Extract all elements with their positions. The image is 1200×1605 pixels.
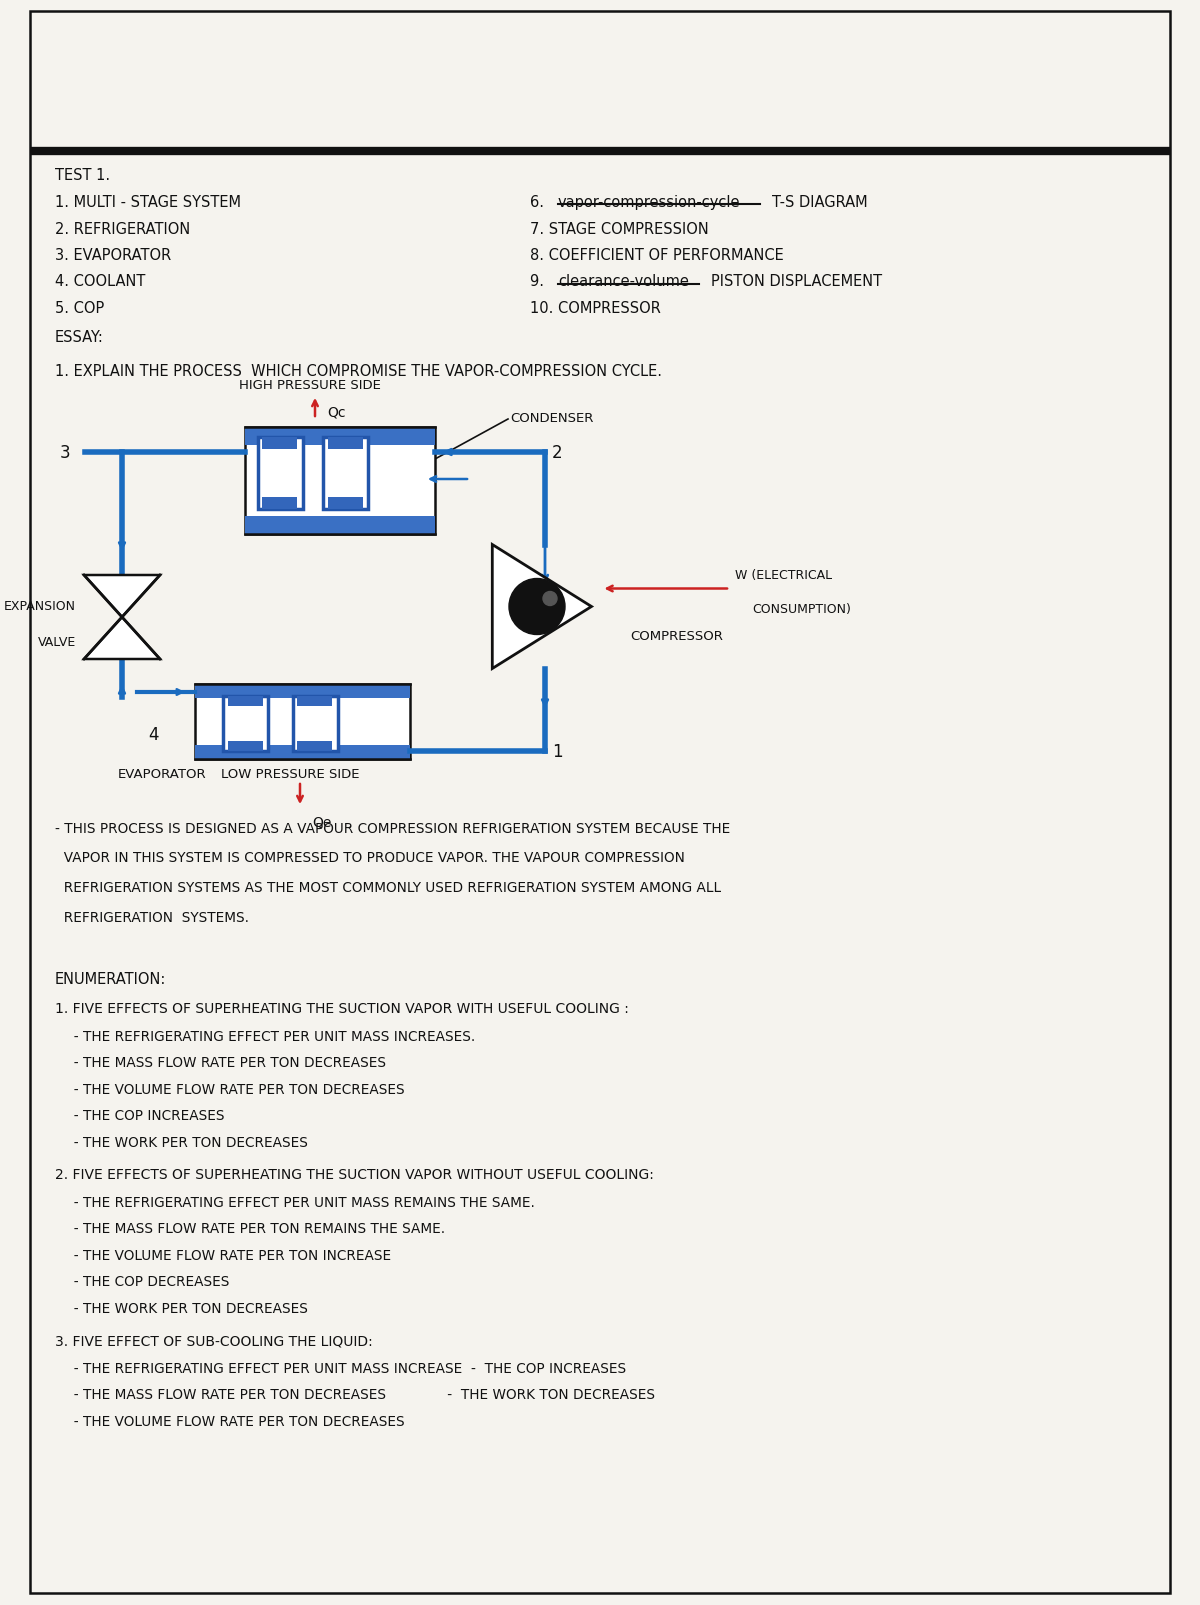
- Text: 6.: 6.: [530, 194, 548, 210]
- Bar: [323, 438, 367, 510]
- Text: - THE REFRIGERATING EFFECT PER UNIT MASS INCREASES.: - THE REFRIGERATING EFFECT PER UNIT MASS…: [65, 1029, 475, 1043]
- Text: vapor-compression-cycle: vapor-compression-cycle: [558, 194, 740, 210]
- Text: clearance-volume: clearance-volume: [558, 274, 689, 289]
- Text: 2. FIVE EFFECTS OF SUPERHEATING THE SUCTION VAPOR WITHOUT USEFUL COOLING:: 2. FIVE EFFECTS OF SUPERHEATING THE SUCT…: [55, 1167, 654, 1181]
- Bar: [328, 438, 362, 449]
- Text: - THE COP DECREASES: - THE COP DECREASES: [65, 1274, 229, 1289]
- Text: 1. EXPLAIN THE PROCESS  WHICH COMPROMISE THE VAPOR-COMPRESSION CYCLE.: 1. EXPLAIN THE PROCESS WHICH COMPROMISE …: [55, 364, 662, 379]
- Bar: [194, 746, 410, 759]
- Text: 5. COP: 5. COP: [55, 300, 104, 316]
- Circle shape: [509, 579, 565, 636]
- Polygon shape: [84, 618, 160, 660]
- Text: LOW PRESSURE SIDE: LOW PRESSURE SIDE: [221, 767, 359, 780]
- Text: - THE REFRIGERATING EFFECT PER UNIT MASS REMAINS THE SAME.: - THE REFRIGERATING EFFECT PER UNIT MASS…: [65, 1194, 535, 1209]
- Bar: [245, 429, 436, 534]
- Bar: [245, 517, 436, 534]
- Text: ENUMERATION:: ENUMERATION:: [55, 971, 167, 987]
- Text: - THE WORK PER TON DECREASES: - THE WORK PER TON DECREASES: [65, 1300, 308, 1314]
- Text: - THE MASS FLOW RATE PER TON REMAINS THE SAME.: - THE MASS FLOW RATE PER TON REMAINS THE…: [65, 1221, 445, 1236]
- Bar: [194, 685, 410, 759]
- Text: 1. MULTI - STAGE SYSTEM: 1. MULTI - STAGE SYSTEM: [55, 194, 241, 210]
- Text: 3: 3: [60, 443, 71, 462]
- Text: W (ELECTRICAL: W (ELECTRICAL: [734, 570, 832, 583]
- Text: 10. COMPRESSOR: 10. COMPRESSOR: [530, 300, 661, 316]
- Text: - THE MASS FLOW RATE PER TON DECREASES: - THE MASS FLOW RATE PER TON DECREASES: [65, 1056, 386, 1069]
- Text: 1. FIVE EFFECTS OF SUPERHEATING THE SUCTION VAPOR WITH USEFUL COOLING :: 1. FIVE EFFECTS OF SUPERHEATING THE SUCT…: [55, 1002, 629, 1016]
- Text: ESSAY:: ESSAY:: [55, 329, 104, 345]
- Text: REFRIGERATION  SYSTEMS.: REFRIGERATION SYSTEMS.: [55, 910, 250, 924]
- Bar: [298, 742, 332, 751]
- Bar: [263, 498, 298, 510]
- Text: - THE COP INCREASES: - THE COP INCREASES: [65, 1109, 224, 1122]
- Bar: [222, 697, 268, 751]
- Text: - THE VOLUME FLOW RATE PER TON INCREASE: - THE VOLUME FLOW RATE PER TON INCREASE: [65, 1247, 391, 1262]
- Text: 4. COOLANT: 4. COOLANT: [55, 274, 145, 289]
- Bar: [258, 438, 302, 510]
- Text: 2. REFRIGERATION: 2. REFRIGERATION: [55, 221, 191, 236]
- Text: 4: 4: [148, 725, 158, 743]
- Bar: [228, 697, 263, 706]
- Text: REFRIGERATION SYSTEMS AS THE MOST COMMONLY USED REFRIGERATION SYSTEM AMONG ALL: REFRIGERATION SYSTEMS AS THE MOST COMMON…: [55, 881, 721, 894]
- Text: TEST 1.: TEST 1.: [55, 169, 110, 183]
- Polygon shape: [492, 546, 592, 669]
- Text: VAPOR IN THIS SYSTEM IS COMPRESSED TO PRODUCE VAPOR. THE VAPOUR COMPRESSION: VAPOR IN THIS SYSTEM IS COMPRESSED TO PR…: [55, 851, 685, 865]
- Text: Qe: Qe: [312, 814, 331, 828]
- Text: CONSUMPTION): CONSUMPTION): [752, 602, 851, 615]
- Bar: [328, 498, 362, 510]
- Bar: [263, 438, 298, 449]
- Text: 3. FIVE EFFECT OF SUB-COOLING THE LIQUID:: 3. FIVE EFFECT OF SUB-COOLING THE LIQUID…: [55, 1334, 373, 1347]
- Text: Qc: Qc: [326, 404, 346, 419]
- Text: VALVE: VALVE: [37, 636, 76, 648]
- Text: - THE MASS FLOW RATE PER TON DECREASES              -  THE WORK TON DECREASES: - THE MASS FLOW RATE PER TON DECREASES -…: [65, 1387, 655, 1401]
- Text: 2: 2: [552, 443, 563, 462]
- Circle shape: [542, 592, 557, 607]
- Bar: [245, 429, 436, 446]
- Text: EVAPORATOR: EVAPORATOR: [118, 767, 206, 780]
- Text: 1: 1: [552, 743, 563, 761]
- Bar: [293, 697, 337, 751]
- Text: T-S DIAGRAM: T-S DIAGRAM: [773, 194, 868, 210]
- Text: - THE REFRIGERATING EFFECT PER UNIT MASS INCREASE  -  THE COP INCREASES: - THE REFRIGERATING EFFECT PER UNIT MASS…: [65, 1361, 626, 1374]
- Text: - THE VOLUME FLOW RATE PER TON DECREASES: - THE VOLUME FLOW RATE PER TON DECREASES: [65, 1414, 404, 1427]
- Text: - THE VOLUME FLOW RATE PER TON DECREASES: - THE VOLUME FLOW RATE PER TON DECREASES: [65, 1082, 404, 1096]
- Text: - THE WORK PER TON DECREASES: - THE WORK PER TON DECREASES: [65, 1135, 308, 1149]
- Polygon shape: [84, 576, 160, 618]
- Text: HIGH PRESSURE SIDE: HIGH PRESSURE SIDE: [239, 379, 380, 392]
- Text: - THIS PROCESS IS DESIGNED AS A VAPOUR COMPRESSION REFRIGERATION SYSTEM BECAUSE : - THIS PROCESS IS DESIGNED AS A VAPOUR C…: [55, 822, 731, 836]
- Text: 7. STAGE COMPRESSION: 7. STAGE COMPRESSION: [530, 221, 709, 236]
- Text: CONDENSER: CONDENSER: [510, 412, 593, 425]
- Bar: [298, 697, 332, 706]
- Text: EXPANSION: EXPANSION: [4, 600, 76, 613]
- Text: PISTON DISPLACEMENT: PISTON DISPLACEMENT: [710, 274, 882, 289]
- Text: 8. COEFFICIENT OF PERFORMANCE: 8. COEFFICIENT OF PERFORMANCE: [530, 247, 784, 263]
- Text: COMPRESSOR: COMPRESSOR: [630, 629, 722, 642]
- Bar: [228, 742, 263, 751]
- Text: 3. EVAPORATOR: 3. EVAPORATOR: [55, 247, 172, 263]
- Bar: [194, 685, 410, 698]
- Text: 9.: 9.: [530, 274, 548, 289]
